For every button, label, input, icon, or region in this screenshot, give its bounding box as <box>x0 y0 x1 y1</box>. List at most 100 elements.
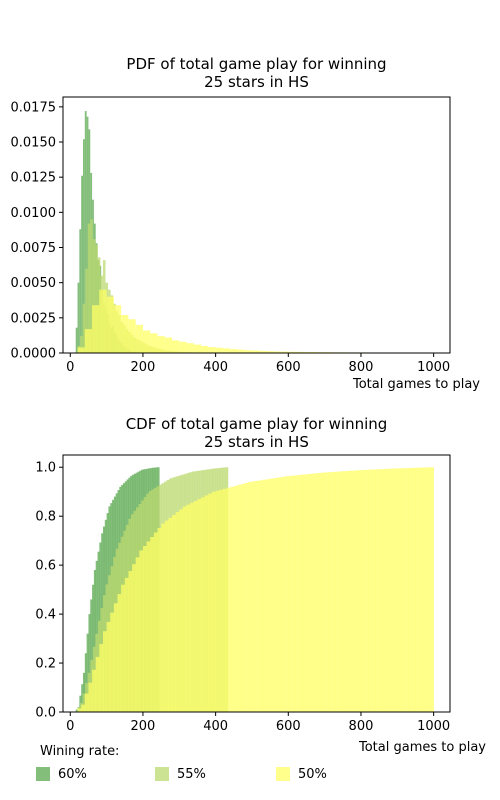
x-tick-label: 0 <box>66 719 74 734</box>
cdf-chart-title-line1: CDF of total game play for winning <box>125 415 388 433</box>
cdf-bar <box>95 656 100 712</box>
series-50-bars <box>77 289 434 353</box>
histogram-bar <box>86 116 89 353</box>
cdf-bar <box>226 487 231 712</box>
cdf-bar <box>342 471 347 712</box>
cdf-chart-title: CDF of total game play for winning 25 st… <box>63 415 450 451</box>
histogram-bar <box>266 351 274 353</box>
chart-1-axes-frame <box>62 454 451 713</box>
cdf-bar <box>99 644 104 712</box>
legend-swatch-55 <box>155 767 169 781</box>
cdf-bar <box>93 570 97 712</box>
cdf-bar <box>139 550 144 712</box>
cdf-chart: 0 200 400 600 800 1000 0.0 0.2 0.4 0.6 0.8 1.0 Total… <box>35 454 486 755</box>
cdf-bar <box>124 577 129 712</box>
cdf-bar <box>90 599 93 712</box>
cdf-bar <box>400 468 405 712</box>
histogram-bar <box>99 289 107 353</box>
histogram-bar <box>281 351 289 353</box>
histogram-bar <box>87 223 91 353</box>
cdf-bar <box>371 469 376 712</box>
histogram-bar <box>244 350 252 353</box>
histogram-bar <box>230 349 238 353</box>
y-tick-label: 0.0 <box>35 706 56 721</box>
cdf-bar <box>164 520 169 712</box>
cdf-bar <box>353 470 358 712</box>
cdf-bar <box>190 502 195 712</box>
cdf-bar <box>211 491 216 712</box>
cdf-bar <box>313 473 318 712</box>
histogram-bar <box>186 343 194 353</box>
legend-label-55: 55% <box>177 766 206 782</box>
cdf-bar <box>92 669 97 712</box>
cdf-bar <box>299 474 304 712</box>
histogram-bar <box>121 315 129 353</box>
cdf-bar <box>266 479 271 712</box>
cdf-bar <box>175 512 180 712</box>
cdf-bar <box>244 482 249 712</box>
histogram-bar <box>95 244 98 353</box>
y-tick-label: 0.0025 <box>11 311 57 326</box>
cdf-bar <box>150 536 155 712</box>
histogram-bar <box>172 340 180 353</box>
histogram-bar <box>208 347 216 353</box>
x-tick-label: 200 <box>131 360 156 375</box>
cdf-bar <box>273 477 278 712</box>
x-tick-label: 800 <box>349 360 374 375</box>
histogram-bar <box>157 336 165 353</box>
x-tick-label: 600 <box>276 719 301 734</box>
y-tick-label: 0.0000 <box>11 347 57 362</box>
y-tick-label: 0.4 <box>35 608 56 623</box>
legend-label-60: 60% <box>58 766 87 782</box>
cdf-bar <box>201 497 206 712</box>
histogram-bar <box>295 351 303 353</box>
cdf-bar <box>222 488 227 712</box>
histogram-bar <box>222 348 231 353</box>
cdf-bar <box>135 557 140 712</box>
y-tick-label: 0.2 <box>35 657 56 672</box>
cdf-bar <box>84 693 89 712</box>
histogram-bar <box>273 351 282 353</box>
cdf-bar <box>408 467 413 712</box>
cdf-bar <box>186 504 191 712</box>
x-tick-label: 800 <box>349 719 374 734</box>
x-tick-label: 400 <box>203 719 228 734</box>
cdf-bar <box>208 493 213 712</box>
cdf-bar <box>153 532 158 712</box>
cdf-bar <box>328 472 333 712</box>
cdf-bar <box>302 474 307 712</box>
cdf-bar <box>121 584 126 712</box>
cdf-chart-title-line2: 25 stars in HS <box>204 433 309 451</box>
cdf-bar <box>193 500 198 712</box>
histogram-bar <box>113 305 122 353</box>
cdf-bar <box>262 479 267 712</box>
pdf-chart: 0 200 400 600 800 1000 0.0000 0.0025 0.0050 0.007… <box>11 96 480 392</box>
histogram-bar <box>135 324 143 353</box>
histogram-bar <box>77 347 85 353</box>
cdf-bar <box>241 483 245 712</box>
cdf-bar <box>157 528 162 712</box>
cdf-bar <box>379 469 384 712</box>
histogram-bar <box>81 175 83 353</box>
legend-item-60: 60% <box>36 766 87 782</box>
cdf-bar <box>230 486 235 712</box>
cdf-bar <box>77 708 82 712</box>
chart-1-plot-area <box>75 467 434 712</box>
cdf-bar <box>106 621 111 712</box>
cdf-bar <box>179 509 184 712</box>
cdf-bar <box>102 631 107 712</box>
x-axis-label: Total games to play <box>352 377 480 392</box>
cdf-bar <box>331 471 336 712</box>
y-tick-label: 1.0 <box>35 461 56 476</box>
cdf-bar <box>346 470 351 712</box>
histogram-bar <box>193 344 202 353</box>
cdf-bar <box>281 476 285 712</box>
series-50-bars <box>77 467 434 712</box>
histogram-bar <box>142 330 151 353</box>
histogram-bar <box>92 239 96 353</box>
x-tick-label: 1000 <box>417 719 450 734</box>
histogram-bar <box>79 229 82 353</box>
histogram-bar <box>85 268 88 353</box>
cdf-bar <box>146 541 151 712</box>
